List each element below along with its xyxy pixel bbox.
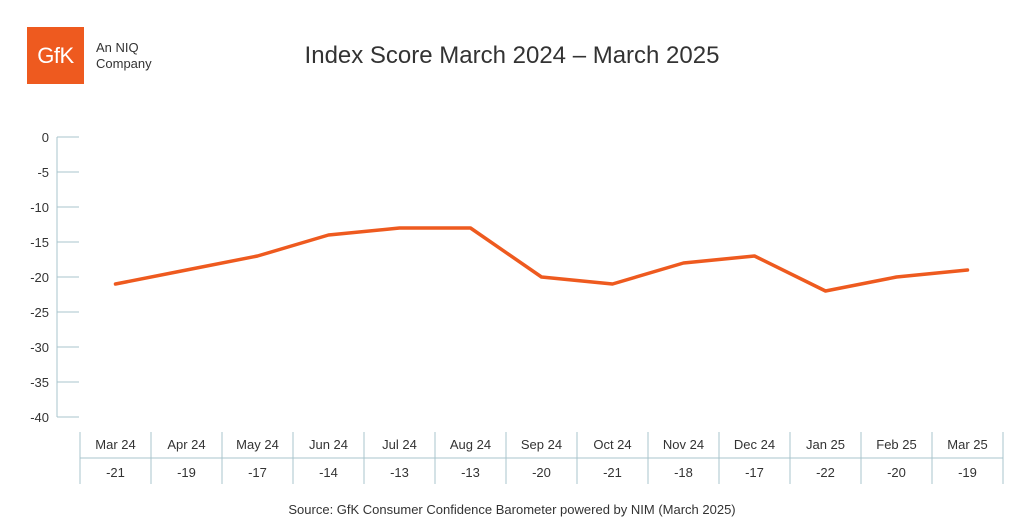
y-tick-label: -35 — [30, 375, 49, 390]
x-tick-label: Jan 25 — [806, 437, 845, 452]
x-tick-label: Mar 24 — [95, 437, 135, 452]
data-value-label: -19 — [958, 465, 977, 480]
data-value-label: -22 — [816, 465, 835, 480]
y-tick-label: -15 — [30, 235, 49, 250]
data-value-label: -20 — [887, 465, 906, 480]
series-line — [113, 226, 970, 293]
x-tick-label: Feb 25 — [876, 437, 916, 452]
chart-title: Index Score March 2024 – March 2025 — [304, 42, 720, 69]
data-value-label: -17 — [248, 465, 267, 480]
data-value-label: -17 — [745, 465, 764, 480]
data-value-label: -20 — [532, 465, 551, 480]
data-value-label: -13 — [390, 465, 409, 480]
data-value-label: -19 — [177, 465, 196, 480]
logo-text: GfK — [37, 42, 74, 68]
y-tick-label: -5 — [37, 165, 49, 180]
y-tick-label: -20 — [30, 270, 49, 285]
y-tick-label: -30 — [30, 340, 49, 355]
x-tick-label: Sep 24 — [521, 437, 562, 452]
data-value-label: -13 — [461, 465, 480, 480]
brand-tagline: An NIQ Company — [96, 40, 152, 72]
x-tick-label: Mar 25 — [947, 437, 987, 452]
data-value-label: -21 — [106, 465, 125, 480]
x-tick-label: May 24 — [236, 437, 279, 452]
y-tick-label: 0 — [42, 130, 49, 145]
y-tick-label: -40 — [30, 410, 49, 425]
y-tick-label: -25 — [30, 305, 49, 320]
x-tick-label: Aug 24 — [450, 437, 491, 452]
x-tick-label: Oct 24 — [593, 437, 631, 452]
x-tick-label: Jun 24 — [309, 437, 348, 452]
tagline-line-2: Company — [96, 56, 152, 71]
source-note: Source: GfK Consumer Confidence Baromete… — [288, 502, 736, 517]
tagline-line-1: An NIQ — [96, 40, 139, 55]
gfk-logo: GfK — [27, 27, 84, 84]
x-tick-label: Nov 24 — [663, 437, 704, 452]
x-tick-label: Jul 24 — [382, 437, 417, 452]
data-value-label: -14 — [319, 465, 338, 480]
data-value-label: -18 — [674, 465, 693, 480]
x-tick-label: Apr 24 — [167, 437, 205, 452]
y-tick-label: -10 — [30, 200, 49, 215]
x-tick-label: Dec 24 — [734, 437, 775, 452]
data-value-label: -21 — [603, 465, 622, 480]
